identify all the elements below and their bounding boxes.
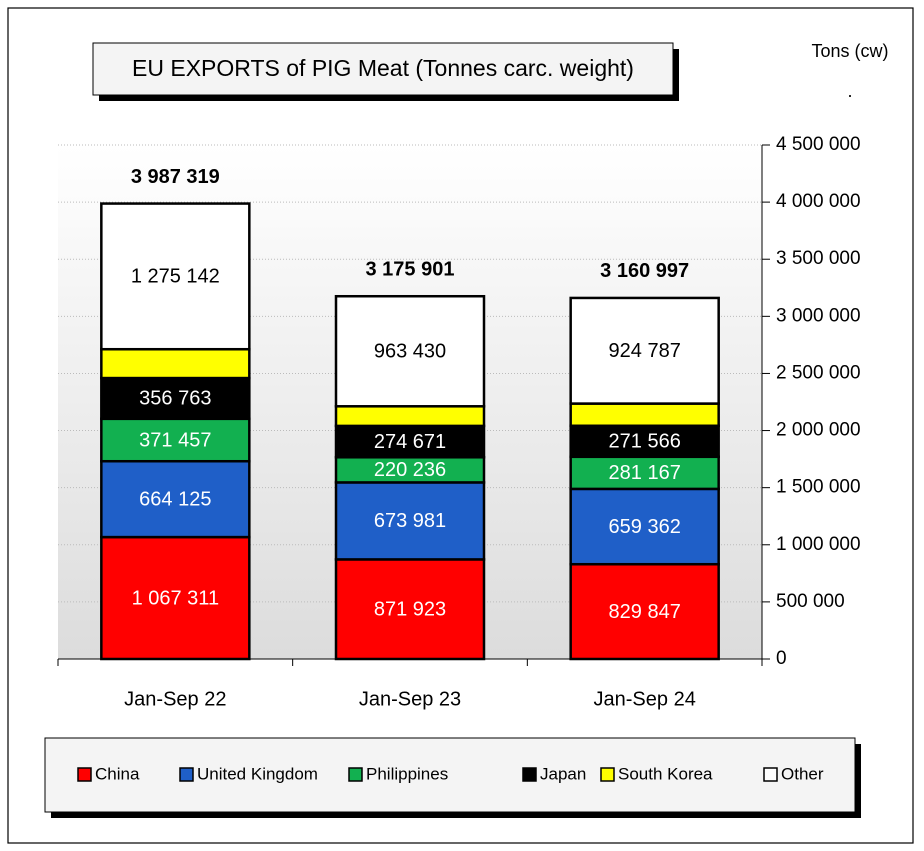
legend-swatch <box>348 767 363 782</box>
legend-label: Philippines <box>366 764 448 783</box>
bar-segment <box>334 456 486 484</box>
legend-swatch <box>522 767 537 782</box>
bar-segment <box>100 535 251 661</box>
bar-segment <box>100 347 251 380</box>
value-label: 1 067 311 <box>132 587 220 609</box>
y-tick-label: 2 000 000 <box>776 420 861 441</box>
y-tick-label: 4 500 000 <box>776 134 861 155</box>
bar-segment <box>334 558 486 661</box>
bar-segment <box>569 402 720 428</box>
title-box <box>92 42 674 96</box>
value-label: 664 125 <box>139 488 211 510</box>
legend-label: United Kingdom <box>197 764 318 783</box>
value-label: 274 671 <box>374 431 446 453</box>
y-tick-label: 0 <box>776 648 787 669</box>
legend-swatch <box>763 767 778 782</box>
y-tick-label: 2 500 000 <box>776 362 861 383</box>
value-label: 871 923 <box>374 598 446 620</box>
bar-segment <box>334 405 486 428</box>
y-tick-label: 4 000 000 <box>776 191 861 212</box>
legend-label: Japan <box>540 764 586 783</box>
value-label: 1 275 142 <box>131 266 220 288</box>
value-label: 271 566 <box>609 431 681 453</box>
bar-segment <box>334 424 486 459</box>
value-label: 673 981 <box>374 510 446 532</box>
y-tick-label: 500 000 <box>776 591 845 612</box>
legend-box <box>44 737 856 813</box>
bar-segment <box>334 481 486 561</box>
value-label: 281 167 <box>609 462 681 484</box>
total-label: 3 160 997 <box>600 260 689 282</box>
y-axis-note: . <box>847 81 852 101</box>
legend-label: South Korea <box>618 764 713 783</box>
total-label: 3 175 901 <box>366 259 455 281</box>
x-tick-label: Jan-Sep 23 <box>359 688 461 710</box>
bar-segment <box>569 424 720 459</box>
chart-title: EU EXPORTS of PIG Meat (Tonnes carc. wei… <box>132 55 634 81</box>
value-label: 924 787 <box>609 340 681 362</box>
bar-segment <box>569 487 720 566</box>
value-label: 371 457 <box>139 429 211 451</box>
value-label: 659 362 <box>609 516 681 538</box>
bar-segment <box>100 376 251 421</box>
legend-swatch <box>600 767 615 782</box>
bar-segment <box>100 202 251 351</box>
value-label: 220 236 <box>374 459 446 481</box>
y-tick-label: 3 000 000 <box>776 305 861 326</box>
y-tick-label: 1 500 000 <box>776 477 861 498</box>
value-label: 963 430 <box>374 341 446 363</box>
y-axis-label: Tons (cw) <box>811 41 888 61</box>
bar-segment <box>569 562 720 661</box>
legend-swatch <box>179 767 194 782</box>
value-label: 829 847 <box>609 601 681 623</box>
bar-segment <box>100 459 251 539</box>
legend-label: Other <box>781 764 824 783</box>
value-label: 356 763 <box>139 388 211 410</box>
x-tick-label: Jan-Sep 24 <box>594 688 696 710</box>
legend-label: China <box>95 764 140 783</box>
legend-swatch <box>77 767 92 782</box>
bar-segment <box>569 296 720 405</box>
y-tick-label: 1 000 000 <box>776 534 861 555</box>
bar-segment <box>334 294 486 408</box>
x-tick-label: Jan-Sep 22 <box>124 688 226 710</box>
total-label: 3 987 319 <box>131 166 220 188</box>
y-tick-label: 3 500 000 <box>776 248 861 269</box>
